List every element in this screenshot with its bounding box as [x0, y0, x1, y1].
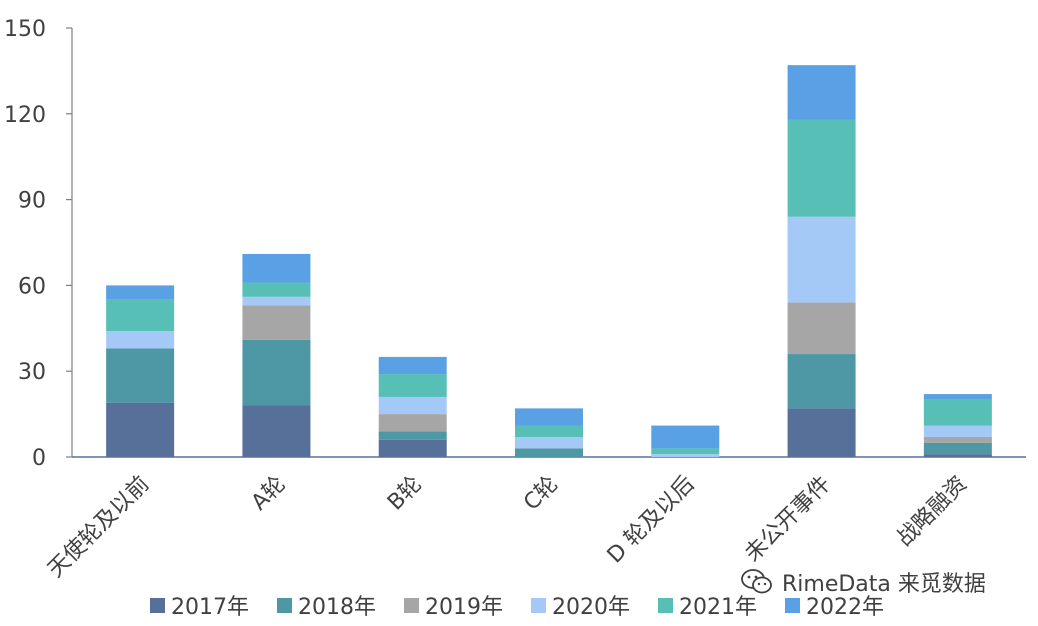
bar-segment-1-6: [106, 285, 175, 300]
bar-segment-7-3: [923, 436, 992, 443]
legend-swatch: [404, 597, 419, 613]
bar-segment-7-4: [923, 425, 992, 437]
bar-segment-2-4: [242, 296, 311, 306]
bar-segment-4-6: [515, 408, 583, 426]
bar-segment-4-4: [515, 436, 583, 449]
x-category-label: 未公开事件: [740, 472, 835, 567]
legend-item: 2020年: [531, 589, 630, 621]
bar-segment-6-3: [787, 302, 856, 355]
bar-segment-2-1: [242, 405, 311, 457]
y-tick-label: 60: [18, 274, 46, 299]
bar-segment-5-6: [651, 425, 720, 449]
x-category-label: B轮: [383, 472, 427, 516]
bar-segment-3-1: [378, 439, 447, 457]
legend-label: 2019年: [425, 595, 503, 620]
legend-swatch: [150, 597, 165, 613]
bar-segment-6-1: [787, 408, 856, 457]
legend-item: 2017年: [150, 589, 249, 621]
bar-segment-7-1: [923, 454, 992, 457]
x-category-label: C轮: [519, 472, 563, 516]
legend-swatch: [658, 597, 673, 613]
watermark: RimeData 来觅数据: [740, 566, 986, 598]
bar-segment-6-6: [787, 65, 856, 120]
watermark-text: RimeData 来觅数据: [782, 572, 986, 597]
y-tick-label: 90: [18, 189, 46, 214]
y-tick-label: 150: [4, 17, 46, 42]
wechat-icon: [741, 569, 772, 594]
y-tick-label: 120: [4, 103, 46, 128]
bar-segment-1-4: [106, 331, 175, 349]
bar-segment-6-5: [787, 119, 856, 217]
y-tick-label: 30: [18, 360, 46, 385]
bar-segment-3-3: [378, 414, 447, 432]
x-category-label: 战略融资: [892, 472, 972, 552]
legend-label: 2022年: [806, 595, 884, 620]
legend-swatch: [277, 597, 292, 613]
legend-swatch: [531, 597, 546, 613]
x-category-label: D 轮及以后: [603, 472, 700, 569]
x-category-label: 天使轮及以前: [43, 472, 154, 583]
legend-label: 2020年: [552, 595, 630, 620]
bar-segment-2-3: [242, 305, 311, 340]
bar-segment-7-6: [923, 394, 992, 400]
legend-label: 2017年: [171, 595, 249, 620]
bars: [106, 65, 992, 457]
bar-segment-4-2: [515, 448, 583, 457]
x-category-label: A轮: [247, 472, 291, 516]
legend-swatch: [785, 597, 800, 613]
bar-segment-7-5: [923, 399, 992, 426]
bar-segment-5-4: [651, 454, 720, 457]
bar-segment-5-5: [651, 448, 720, 455]
bar-segment-2-6: [242, 253, 311, 283]
bar-segment-6-2: [787, 354, 856, 409]
legend-item: 2018年: [277, 589, 376, 621]
legend-label: 2021年: [679, 595, 757, 620]
legend: 2017年 2018年 2019年 2020年 2021年 2022年: [150, 590, 912, 620]
bar-segment-3-4: [378, 396, 447, 415]
bar-segment-1-2: [106, 348, 175, 403]
legend-item: 2022年: [785, 589, 884, 621]
legend-item: 2019年: [404, 589, 503, 621]
legend-item: 2021年: [658, 589, 757, 621]
y-tick-labels: 0 30 60 90 120 150: [4, 17, 72, 471]
bar-segment-1-5: [106, 299, 175, 332]
bar-segment-7-2: [923, 442, 992, 455]
y-tick-label: 0: [32, 446, 46, 471]
bar-segment-6-4: [787, 216, 856, 303]
bar-segment-2-2: [242, 339, 311, 406]
legend-label: 2018年: [298, 595, 376, 620]
bar-segment-2-5: [242, 282, 311, 297]
bar-segment-3-5: [378, 374, 447, 397]
bar-segment-3-2: [378, 431, 447, 440]
bar-segment-1-1: [106, 402, 175, 457]
bar-segment-4-5: [515, 425, 583, 437]
bar-segment-3-6: [378, 356, 447, 375]
